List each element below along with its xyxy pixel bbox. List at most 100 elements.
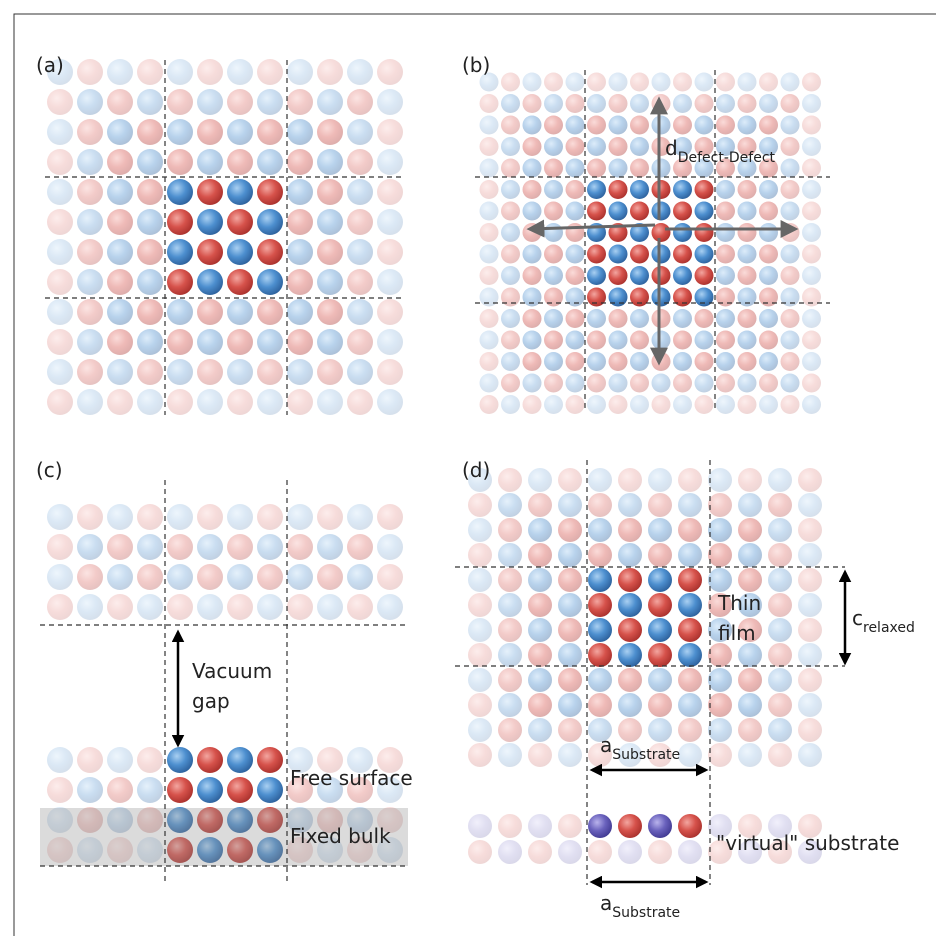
atom (77, 534, 103, 560)
atom (77, 269, 103, 295)
atom (523, 73, 542, 92)
atom (197, 239, 223, 265)
atom (558, 543, 582, 567)
atom (768, 718, 792, 742)
atom (587, 94, 606, 113)
atom (738, 568, 762, 592)
atom (47, 149, 73, 175)
atom (652, 331, 671, 350)
atom (738, 288, 757, 307)
lattice-label: aSubstrate (600, 891, 680, 921)
atom (287, 59, 313, 85)
atom (630, 352, 649, 371)
atom (77, 59, 103, 85)
atom (523, 331, 542, 350)
atom (137, 239, 163, 265)
atom (738, 223, 757, 242)
atom (652, 159, 671, 178)
atom (738, 352, 757, 371)
atom (588, 618, 612, 642)
atom (618, 518, 642, 542)
atom (648, 814, 672, 838)
atom (802, 94, 821, 113)
subscript: Substrate (612, 747, 680, 763)
atom (498, 643, 522, 667)
atom (498, 668, 522, 692)
atom (618, 543, 642, 567)
atom (501, 309, 520, 328)
atom (498, 568, 522, 592)
atom (501, 288, 520, 307)
atom (77, 299, 103, 325)
atom (347, 89, 373, 115)
atom (107, 89, 133, 115)
atom (197, 119, 223, 145)
atom (708, 743, 732, 767)
atom (523, 352, 542, 371)
atom (695, 266, 714, 285)
atom (798, 693, 822, 717)
atom (257, 209, 283, 235)
atom (47, 534, 73, 560)
atom (588, 568, 612, 592)
panel-label: (a) (36, 53, 64, 77)
atom (759, 395, 778, 414)
atom (498, 493, 522, 517)
atom (716, 352, 735, 371)
atom (759, 352, 778, 371)
atom (480, 331, 499, 350)
atom (287, 149, 313, 175)
atom (468, 643, 492, 667)
atom (227, 209, 253, 235)
atom (47, 329, 73, 355)
atom (630, 94, 649, 113)
atom (652, 374, 671, 393)
atom (652, 180, 671, 199)
atom (523, 180, 542, 199)
atom (695, 73, 714, 92)
atom (648, 568, 672, 592)
atom (137, 504, 163, 530)
atom (197, 89, 223, 115)
atom (347, 149, 373, 175)
atom (566, 374, 585, 393)
atom (630, 116, 649, 135)
atom (528, 618, 552, 642)
atom (347, 389, 373, 415)
atom (501, 223, 520, 242)
atom (377, 119, 403, 145)
atom (107, 179, 133, 205)
atom (347, 594, 373, 620)
atom (47, 179, 73, 205)
atom (759, 374, 778, 393)
atom (227, 534, 253, 560)
atom (588, 840, 612, 864)
atom (347, 119, 373, 145)
atom (652, 288, 671, 307)
atom (738, 180, 757, 199)
atom (227, 239, 253, 265)
atom (630, 288, 649, 307)
atom (468, 743, 492, 767)
atom (107, 59, 133, 85)
atom (523, 202, 542, 221)
atom (738, 94, 757, 113)
atom (137, 594, 163, 620)
atom (609, 94, 628, 113)
atom (738, 718, 762, 742)
atom (528, 518, 552, 542)
atom (781, 374, 800, 393)
atom (167, 299, 193, 325)
atom (317, 239, 343, 265)
atom (257, 149, 283, 175)
atom (678, 814, 702, 838)
atom (377, 179, 403, 205)
atom (566, 331, 585, 350)
atom (498, 743, 522, 767)
atom (708, 643, 732, 667)
atom (501, 73, 520, 92)
atom (227, 359, 253, 385)
atom (798, 743, 822, 767)
atom (107, 747, 133, 773)
atom (673, 223, 692, 242)
